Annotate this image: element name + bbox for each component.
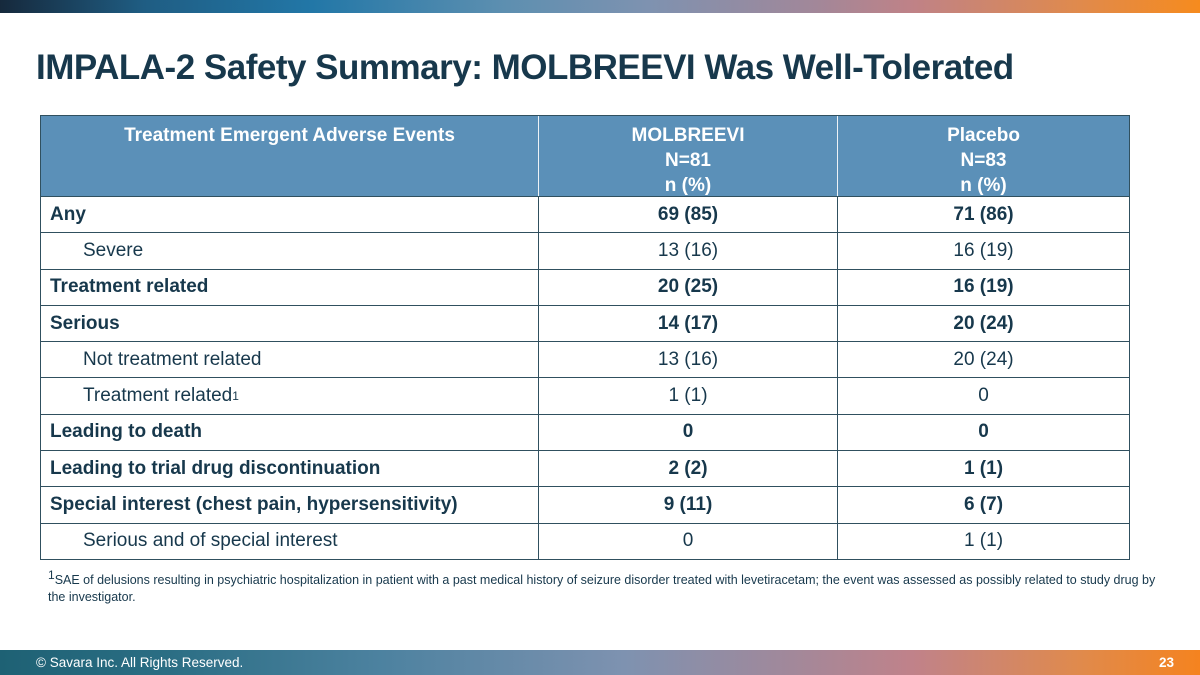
row-label: Leading to trial drug discontinuation [50,457,381,479]
table-row: Serious 14 (17) 20 (24) [41,304,1129,342]
molbreevi-value: 13 (16) [538,233,837,269]
copyright-text: © Savara Inc. All Rights Reserved. [36,655,244,670]
row-label: Not treatment related [83,348,262,370]
row-label: Treatment related 1 [83,385,239,407]
placebo-value: 6 (7) [837,487,1129,523]
placebo-value: 1 (1) [837,451,1129,487]
placebo-value: 16 (19) [837,233,1129,269]
row-label: Serious and of special interest [83,530,338,552]
placebo-value: 16 (19) [837,269,1129,305]
column-header-adverse-events: Treatment Emergent Adverse Events [124,125,455,146]
column-header-molbreevi: MOLBREEVI N=81 n (%) [538,116,837,196]
molbreevi-n: N=81 [665,150,711,172]
table-row: Not treatment related 13 (16) 20 (24) [41,341,1129,378]
molbreevi-value: 14 (17) [538,305,837,342]
molbreevi-value: 0 [538,523,837,559]
footnote-marker: 1 [48,567,55,582]
molbreevi-value: 1 (1) [538,378,837,414]
footnote-text: SAE of delusions resulting in psychiatri… [48,573,1156,604]
table-row: Severe 13 (16) 16 (19) [41,232,1129,269]
placebo-value: 20 (24) [837,342,1129,378]
placebo-n: N=83 [960,150,1007,172]
table-row: Leading to trial drug discontinuation 2 (… [41,450,1129,487]
molbreevi-value: 13 (16) [538,342,837,378]
table-row: Serious and of special interest 0 1 (1) [41,522,1129,559]
row-label: Any [50,203,86,225]
footer-gradient-bar: © Savara Inc. All Rights Reserved. 23 [0,650,1200,675]
top-gradient-bar [0,0,1200,13]
molbreevi-unit: n (%) [664,175,712,197]
placebo-value: 0 [837,378,1129,414]
column-header-placebo: Placebo N=83 n (%) [837,116,1129,196]
table-row: Any 69 (85) 71 (86) [41,196,1129,233]
row-label: Special interest (chest pain, hypersensi… [50,494,458,516]
placebo-value: 0 [837,414,1129,451]
row-label: Treatment related [50,276,209,298]
table-row: Treatment related 1 1 (1) 0 [41,377,1129,414]
molbreevi-value: 20 (25) [538,269,837,305]
adverse-events-table: Treatment Emergent Adverse Events MOLBRE… [40,115,1130,560]
placebo-unit: n (%) [960,175,1007,197]
molbreevi-value: 69 (85) [538,197,837,233]
molbreevi-value: 9 (11) [538,487,837,523]
molbreevi-value: 2 (2) [538,451,837,487]
table-row: Treatment related 20 (25) 16 (19) [41,268,1129,305]
row-label: Severe [83,239,144,261]
placebo-value: 1 (1) [837,523,1129,559]
placebo-value: 71 (86) [837,197,1129,233]
table-body: Any 69 (85) 71 (86) Severe 13 (16) 16 (19) Tre… [41,196,1129,559]
row-label: Serious [50,312,120,334]
table-row: Leading to death 0 0 [41,413,1129,451]
page-number: 23 [1158,655,1174,670]
footnote: 1SAE of delusions resulting in psychiatr… [48,569,1160,606]
table-header-row: Treatment Emergent Adverse Events MOLBRE… [41,116,1129,196]
placebo-value: 20 (24) [837,305,1129,342]
table-row: Special interest (chest pain, hypersensi… [41,486,1129,523]
molbreevi-name: MOLBREEVI [631,125,745,146]
molbreevi-value: 0 [538,414,837,451]
placebo-name: Placebo [947,125,1020,146]
page-title: IMPALA-2 Safety Summary: MOLBREEVI Was W… [36,48,1014,87]
row-label: Leading to death [50,421,202,443]
